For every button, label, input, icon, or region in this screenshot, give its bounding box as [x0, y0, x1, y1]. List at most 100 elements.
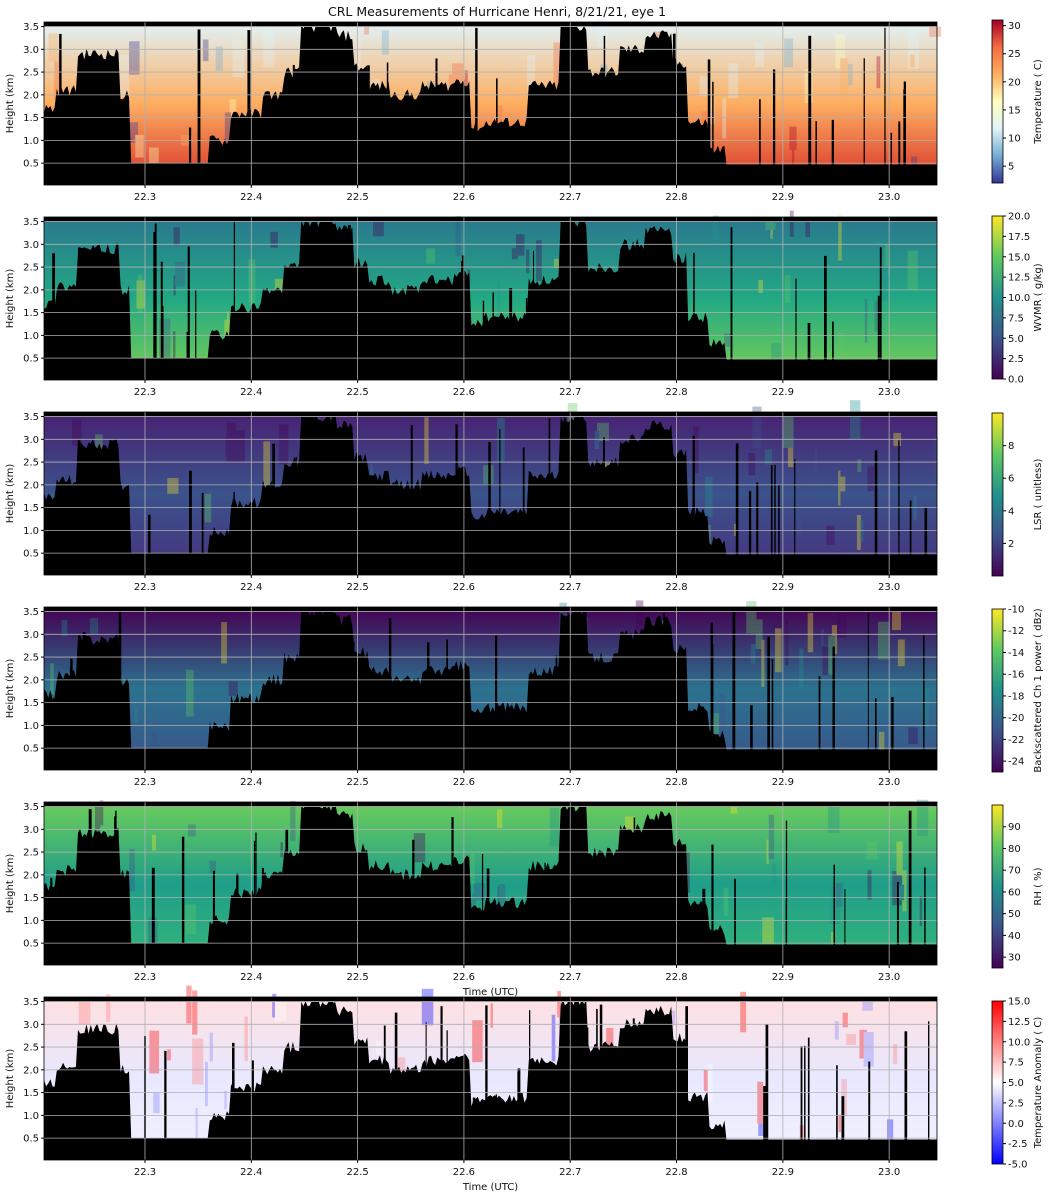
texture-streak: [278, 424, 289, 465]
colorbar: 5 10 15 20 25 30 Temperature ( C): [991, 19, 1044, 184]
texture-streak: [898, 884, 905, 901]
mask-spike: [657, 232, 660, 380]
texture-streak: [551, 1014, 556, 1062]
colorbar-tick-label: 30: [1008, 953, 1021, 964]
y-tick-label: 0.5: [23, 939, 39, 950]
y-tick-label: 1.0: [23, 1111, 39, 1122]
y-tick-label: 2.5: [23, 458, 39, 469]
colorbar-tick-label: 10: [1008, 134, 1021, 145]
texture-streak: [799, 648, 804, 688]
y-tick-label: 1.0: [23, 136, 39, 147]
texture-streak: [99, 800, 104, 826]
texture-streak: [226, 311, 230, 353]
texture-streak: [807, 612, 814, 653]
texture-streak: [153, 1092, 160, 1114]
y-tick-label: 3.5: [23, 22, 39, 33]
texture-streak: [879, 731, 885, 759]
x-tick-label: 22.7: [559, 777, 581, 788]
texture-streak: [784, 38, 794, 68]
y-tick-label: 3.0: [23, 45, 39, 56]
grid: [44, 412, 937, 575]
axes-frame: [43, 21, 938, 186]
texture-streak: [750, 644, 756, 664]
texture-streak: [226, 422, 236, 463]
no-data-mask: [44, 804, 937, 965]
colorbar-tick-label: 0.0: [1008, 1119, 1024, 1130]
x-tick-label: 22.8: [665, 972, 687, 983]
mask-spike: [534, 322, 538, 380]
mask-spike: [874, 450, 878, 575]
x-tick-label: 22.3: [134, 387, 156, 398]
texture-streak: [838, 214, 842, 261]
colorbar-tick-label: 60: [1008, 887, 1021, 898]
texture-streak: [842, 1012, 848, 1028]
mask-spike: [485, 1005, 488, 1160]
figure-title: CRL Measurements of Hurricane Henri, 8/2…: [328, 4, 666, 19]
texture-streak: [202, 39, 209, 62]
texture-streak: [755, 43, 764, 67]
no-data-mask: [44, 999, 937, 1160]
texture-streak: [136, 280, 146, 309]
colorbar-tick-label: 20.0: [1008, 212, 1030, 223]
mask-spike: [331, 118, 333, 185]
y-axis-label: Height (km): [5, 464, 16, 524]
texture-streak: [886, 1119, 894, 1142]
x-tick-label: 22.3: [134, 972, 156, 983]
mask-spike: [339, 114, 343, 185]
mask-spike: [187, 246, 190, 380]
mask-spike: [115, 810, 117, 965]
mask-spike: [96, 260, 100, 380]
mask-spike: [592, 311, 596, 380]
colorbar-tick-label: -22: [1008, 735, 1024, 746]
texture-streak: [274, 1001, 287, 1022]
x-tick-label: 22.8: [665, 1167, 687, 1178]
texture-streak: [907, 250, 918, 291]
y-axis-label: Height (km): [5, 854, 16, 914]
texture-streak: [884, 244, 889, 275]
texture-streak: [144, 312, 153, 333]
mask-spike: [410, 886, 414, 965]
mask-spike: [711, 644, 714, 770]
mask-spike: [82, 632, 86, 770]
colorbar: 2 4 6 8 LSR ( unitless): [991, 412, 1044, 577]
colorbar-tick-label: -24: [1008, 757, 1024, 768]
mask-spike: [263, 1072, 265, 1160]
top-band: [44, 607, 937, 612]
mask-spike: [631, 911, 634, 965]
y-tick-label: 1.5: [23, 503, 39, 514]
y-tick-label: 1.5: [23, 308, 39, 319]
y-tick-label: 1.0: [23, 331, 39, 342]
mask-spike: [415, 1073, 418, 1160]
mask-spike: [831, 119, 834, 185]
y-tick-label: 2.0: [23, 1065, 39, 1076]
mask-spike: [771, 658, 774, 770]
no-data-mask: [44, 609, 937, 770]
mask-spike: [832, 646, 835, 770]
mask-spike: [685, 1006, 688, 1160]
x-tick-label: 22.5: [346, 1167, 368, 1178]
x-tick-label: 22.5: [346, 972, 368, 983]
mask-spike: [509, 288, 513, 380]
colorbar-tick-label: 2: [1008, 539, 1014, 550]
y-tick-label: 0.5: [23, 1134, 39, 1145]
colorbar: -5.0 -2.5 0.0 2.5 5.0 7.5 10.0 12.5 15.0Temperat…: [991, 997, 1044, 1171]
texture-streak: [707, 1063, 713, 1101]
texture-streak: [771, 343, 782, 366]
x-tick-label: 22.3: [134, 582, 156, 593]
mask-spike: [908, 810, 912, 965]
mask-spike: [699, 1107, 703, 1160]
texture-streak: [892, 610, 901, 631]
mask-spike: [770, 465, 773, 575]
mask-spike: [785, 820, 788, 965]
mask-spike: [578, 263, 581, 380]
mask-spike: [306, 607, 308, 770]
mask-spike: [467, 714, 470, 770]
mask-spike: [189, 470, 192, 575]
x-tick-label: 22.9: [772, 1167, 794, 1178]
mask-spike: [261, 867, 264, 965]
texture-streak: [159, 318, 171, 363]
mask-spike: [547, 137, 550, 185]
colorbar-tick-label: 8: [1008, 441, 1014, 452]
texture-streak: [849, 400, 861, 440]
